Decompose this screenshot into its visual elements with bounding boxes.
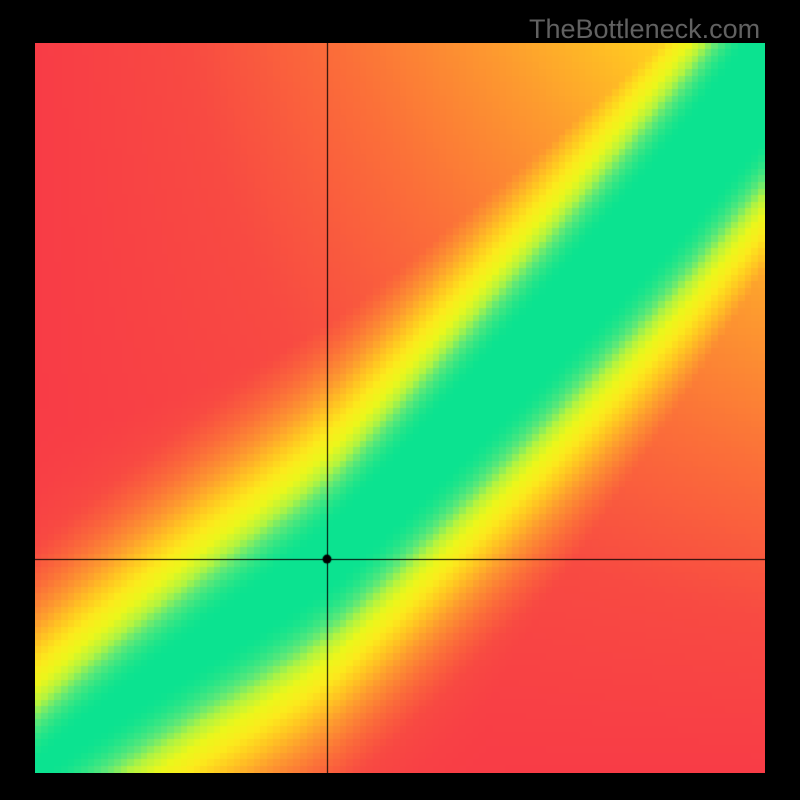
watermark-text: TheBottleneck.com xyxy=(529,14,760,45)
bottleneck-heatmap xyxy=(35,43,765,773)
